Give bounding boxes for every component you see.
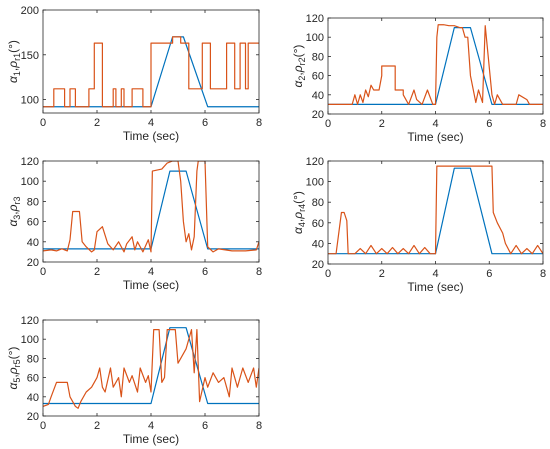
reference-series-line [43, 327, 259, 405]
y-axis-label: α4,ρr4(°) [291, 191, 307, 234]
y-tick-label: 120 [306, 13, 324, 25]
x-tick-label: 4 [432, 118, 438, 130]
reference-series-line [328, 167, 543, 255]
x-tick-label: 2 [379, 268, 385, 280]
y-tick-label: 60 [312, 218, 324, 230]
measured-series-line [43, 36, 259, 108]
y-tick-label: 60 [312, 71, 324, 83]
x-tick-label: 6 [202, 266, 208, 278]
x-tick-label: 2 [94, 117, 100, 129]
subplot-1: 0 2 4 6 8 100 150 200 Time (sec) α1,ρr1(°) [6, 5, 262, 143]
y-tick-label: 150 [21, 50, 39, 62]
y-axis-label: α2,ρr2(°) [291, 45, 307, 88]
x-tick-label: 4 [148, 420, 154, 432]
x-tick-label: 6 [202, 117, 208, 129]
y-tick-label: 80 [312, 51, 324, 63]
y-tick-label: 80 [27, 196, 39, 208]
x-tick-label: 4 [148, 266, 154, 278]
plot-area [43, 320, 259, 416]
y-tick-label: 40 [27, 237, 39, 249]
y-tick-label: 20 [27, 411, 39, 423]
x-tick-label: 2 [94, 266, 100, 278]
x-tick-label: 2 [94, 420, 100, 432]
x-tick-label: 6 [486, 268, 492, 280]
x-axis-label: Time (sec) [407, 130, 463, 144]
measured-series-line [328, 165, 543, 255]
y-tick-label: 100 [306, 177, 324, 189]
y-tick-label: 120 [306, 156, 324, 168]
y-tick-label: 100 [21, 334, 39, 346]
x-tick-label: 8 [256, 420, 262, 432]
x-tick-label: 0 [325, 268, 331, 280]
x-axis-label: Time (sec) [123, 278, 179, 292]
subplot-4: 0 2 4 6 8 20 40 60 80 100 120 Time (sec) α4,ρr4(°) [291, 156, 546, 294]
x-axis-label: Time (sec) [123, 432, 179, 446]
y-axis-label: α1,ρr1(°) [6, 40, 22, 83]
x-axis-label: Time (sec) [407, 280, 463, 294]
y-tick-label: 100 [21, 176, 39, 188]
x-tick-label: 8 [540, 118, 546, 130]
measured-series-line [43, 329, 259, 409]
measured-series-line [328, 24, 543, 106]
y-tick-label: 120 [21, 156, 39, 168]
y-tick-label: 120 [21, 315, 39, 327]
x-tick-label: 0 [40, 266, 46, 278]
subplot-5: 0 2 4 6 8 20 40 60 80 100 120 Time (sec) α5,ρr5(°) [6, 315, 262, 446]
y-tick-label: 60 [27, 373, 39, 385]
y-tick-label: 80 [27, 353, 39, 365]
x-tick-label: 6 [486, 118, 492, 130]
y-tick-label: 20 [27, 257, 39, 269]
x-axis-label: Time (sec) [123, 129, 179, 143]
y-axis-label: α3,ρr3 [6, 196, 22, 226]
y-tick-label: 20 [312, 109, 324, 121]
x-tick-label: 8 [256, 117, 262, 129]
x-tick-label: 8 [256, 266, 262, 278]
x-tick-label: 0 [325, 118, 331, 130]
reference-series-line [43, 170, 259, 250]
x-tick-label: 0 [40, 420, 46, 432]
y-tick-label: 40 [312, 238, 324, 250]
y-tick-label: 80 [312, 197, 324, 209]
measured-series-line [43, 161, 259, 253]
y-tick-label: 100 [21, 95, 39, 107]
y-tick-label: 40 [312, 90, 324, 102]
x-tick-label: 0 [40, 117, 46, 129]
x-tick-label: 6 [202, 420, 208, 432]
subplot-3: 0 2 4 6 8 20 40 60 80 100 120 Time (sec) α3,ρr3 [6, 156, 262, 292]
y-tick-label: 100 [306, 32, 324, 44]
subplot-2: 0 2 4 6 8 20 40 60 80 100 120 Time (sec) α2,ρr2(°) [291, 13, 546, 144]
y-tick-label: 200 [21, 5, 39, 17]
y-tick-label: 40 [27, 392, 39, 404]
y-tick-label: 20 [312, 259, 324, 271]
y-axis-label: α5,ρr5(°) [6, 347, 22, 390]
x-tick-label: 8 [540, 268, 546, 280]
y-tick-label: 60 [27, 217, 39, 229]
x-tick-label: 4 [432, 268, 438, 280]
x-tick-label: 4 [148, 117, 154, 129]
x-tick-label: 2 [379, 118, 385, 130]
